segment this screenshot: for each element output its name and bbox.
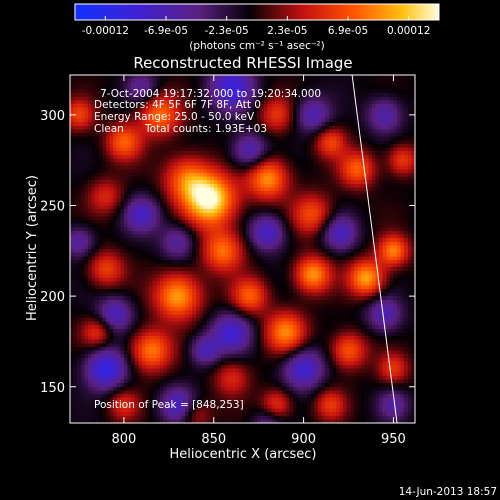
time-range-text: 7-Oct-2004 19:17:32.000 to 19:20:34.000 [100,88,321,100]
x-tick-label: 850 [201,432,226,447]
x-tick-label: 950 [381,432,406,447]
chart-title: Reconstructed RHESSI Image [133,54,352,72]
colorbar-strip [74,3,440,21]
solar-limb-line [351,75,398,423]
colorbar: -0.00012 -6.9e-05 -2.3e-05 2.3e-05 6.9e-05 0.… [74,3,440,52]
y-tick-label: 200 [40,290,65,305]
colorbar-ticks: -0.00012 -6.9e-05 -2.3e-05 2.3e-05 6.9e-05 0.… [82,16,430,37]
plot-frame [69,74,416,424]
y-axis-label: Heliocentric Y (arcsec) [25,175,40,321]
annotation-block: 7-Oct-2004 19:17:32.000 to 19:20:34.000 … [94,88,321,411]
method-text: Clean [94,123,124,135]
colorbar-tick-label: 0.00012 [387,25,430,37]
y-axis-ticks: 150 200 250 300 [40,109,415,396]
colorbar-tick-label: -0.00012 [82,25,129,37]
x-axis-label: Heliocentric X (arcsec) [170,447,317,462]
x-axis-ticks: 800 850 900 950 [111,75,406,447]
y-tick-label: 150 [40,381,65,396]
x-tick-label: 800 [111,432,136,447]
y-tick-label: 250 [40,200,65,215]
peak-position-text: Position of Peak = [848,253] [94,399,244,411]
x-tick-label: 900 [291,432,316,447]
detectors-text: Detectors: 4F 5F 6F 7F 8F, Att 0 [94,99,261,111]
footer-timestamp: 14-Jun-2013 18:57 [399,486,497,498]
colorbar-tick-label: -2.3e-05 [205,25,249,37]
colorbar-tick-label: 6.9e-05 [328,25,368,37]
total-counts-text: Total counts: 1.93E+03 [144,123,267,135]
heatmap-image [70,75,415,423]
y-tick-label: 300 [40,109,65,124]
colorbar-tick-label: -6.9e-05 [144,25,188,37]
plot-area [70,75,415,423]
energy-range-text: Energy Range: 25.0 - 50.0 keV [94,111,255,123]
colorbar-tick-label: 2.3e-05 [267,25,307,37]
colorbar-unit-label: (photons cm⁻² s⁻¹ asec⁻²) [189,40,324,52]
